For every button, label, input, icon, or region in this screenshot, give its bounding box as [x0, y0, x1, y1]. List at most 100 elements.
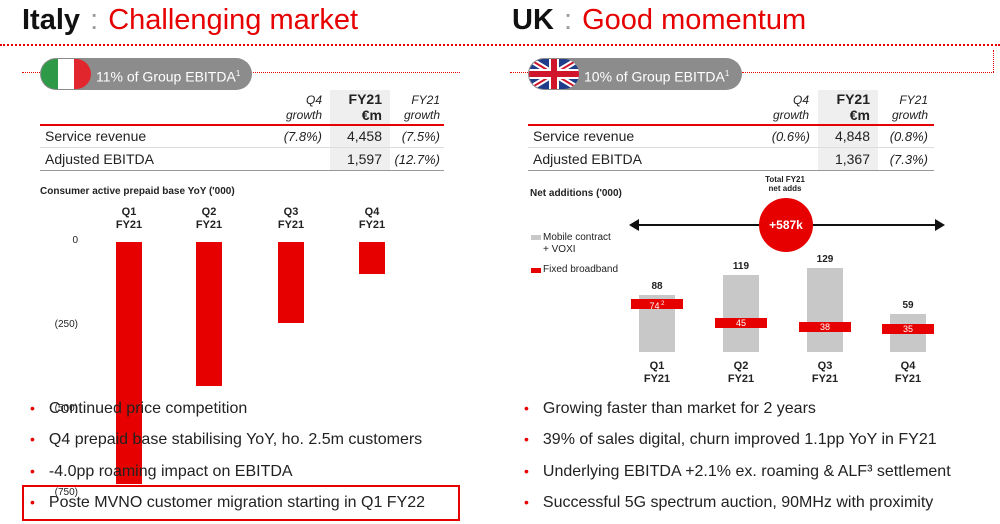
- uk-broadband-value: 45: [735, 317, 746, 328]
- italy-title-subtitle: Challenging market: [108, 4, 359, 36]
- uk-chart-title: Net additions ('000): [530, 188, 622, 199]
- italy-ebitda-pill: 11% of Group EBITDA1: [40, 58, 252, 90]
- italy-row2-fyg: (12.7%): [394, 152, 440, 167]
- legend-mobile: Mobile contract + VOXI: [543, 232, 611, 256]
- italy-row1-q4: (7.8%): [283, 129, 322, 144]
- uk-col-q4: Q4 growth: [757, 93, 809, 123]
- uk-x-label: Q2 FY21: [727, 360, 755, 385]
- italy-x-label: Q2 FY21: [195, 206, 223, 231]
- uk-flag-icon: [529, 59, 579, 89]
- italy-table-divider: [40, 147, 444, 148]
- uk-table-bottom: [528, 170, 934, 171]
- uk-title: UK : Good momentum: [512, 4, 806, 37]
- uk-row1-fyg: (0.8%): [889, 129, 928, 144]
- italy-bullet-1: • Continued price competition: [30, 400, 248, 417]
- italy-flag-icon: [41, 59, 91, 89]
- italy-bar: [278, 242, 304, 323]
- uk-frame-right: [993, 50, 994, 72]
- uk-mobile-bar: [807, 268, 843, 352]
- uk-bullet-1-text: Growing faster than market for 2 years: [542, 400, 816, 417]
- italy-y-tick: (250): [54, 319, 78, 330]
- italy-fy-column-shade: [330, 90, 390, 170]
- arrow-left-icon: [629, 219, 639, 231]
- uk-row2-fyg: (7.3%): [889, 152, 928, 167]
- uk-bullet-4-text: Successful 5G spectrum auction, 90MHz wi…: [542, 494, 934, 511]
- italy-y-tick: (750): [54, 487, 78, 498]
- uk-col-fyg: FY21 growth: [876, 93, 928, 123]
- italy-title: Italy : Challenging market: [22, 4, 358, 37]
- uk-fy-column-shade: [818, 90, 878, 170]
- italy-x-label: Q3 FY21: [277, 206, 305, 231]
- uk-bullet-4: • Successful 5G spectrum auction, 90MHz w…: [524, 494, 934, 511]
- uk-bullet-1: • Growing faster than market for 2 years: [524, 400, 816, 417]
- uk-x-label: Q3 FY21: [811, 360, 839, 385]
- italy-table-rule: [40, 124, 444, 126]
- uk-col-q4-line2: growth: [772, 108, 809, 122]
- italy-row1-label: Service revenue: [45, 128, 147, 144]
- uk-ebitda-pill: 10% of Group EBITDA1: [528, 58, 742, 90]
- uk-bullet-3-text: Underlying EBITDA +2.1% ex. roaming & AL…: [542, 463, 951, 480]
- legend-broadband: Fixed broadband: [543, 264, 619, 275]
- uk-mobile-bar: [723, 274, 759, 352]
- italy-row1-fy: 4,458: [346, 128, 382, 144]
- uk-mobile-value: 119: [732, 260, 750, 272]
- italy-bar: [116, 242, 142, 484]
- uk-col-fyg-line2: growth: [891, 108, 928, 122]
- uk-col-fy-line2: €m: [849, 107, 870, 123]
- italy-table-bottom: [40, 170, 444, 171]
- uk-ebitda-footnote: 1: [724, 69, 730, 78]
- uk-x-label: Q4 FY21: [894, 360, 922, 385]
- uk-mobile-value: 59: [902, 299, 914, 311]
- italy-ebitda-text: 11% of Group EBITDA: [96, 68, 236, 85]
- uk-bullet-2: • 39% of sales digital, churn improved 1.…: [524, 431, 937, 448]
- italy-bullet-3-text: -4.0pp roaming impact on EBITDA: [48, 463, 293, 480]
- uk-table-rule: [528, 124, 934, 126]
- italy-bar: [359, 242, 385, 274]
- italy-col-fyg-line1: FY21: [411, 93, 440, 107]
- italy-x-label: Q4 FY21: [358, 206, 386, 231]
- uk-x-label: Q1 FY21: [643, 360, 671, 385]
- italy-title-country: Italy: [22, 4, 81, 36]
- italy-ebitda-footnote: 1: [235, 69, 241, 78]
- legend-mobile-line1: Mobile contract: [543, 232, 611, 243]
- uk-col-fyg-line1: FY21: [899, 93, 928, 107]
- italy-frame-left: [22, 72, 40, 73]
- uk-broadband-value: 38: [819, 322, 830, 333]
- uk-broadband-marker: [799, 322, 851, 333]
- uk-col-fy-line1: FY21: [836, 91, 870, 107]
- arrow-right-icon: [935, 219, 945, 231]
- italy-chart-title: Consumer active prepaid base YoY ('000): [40, 186, 235, 197]
- uk-total-label-line1: Total FY21: [765, 175, 805, 184]
- italy-bullet-3: • -4.0pp roaming impact on EBITDA: [30, 463, 293, 480]
- italy-col-fyg: FY21 growth: [388, 93, 440, 123]
- uk-mobile-value: 88: [651, 280, 663, 292]
- italy-row2-label: Adjusted EBITDA: [45, 151, 154, 167]
- italy-col-fyg-line2: growth: [403, 108, 440, 122]
- uk-broadband-marker: [631, 298, 683, 309]
- italy-bullet-2-text: Q4 prepaid base stabilising YoY, ho. 2.5…: [48, 431, 423, 448]
- uk-broadband-marker: [882, 324, 934, 335]
- italy-col-fy-line2: €m: [361, 107, 382, 123]
- italy-row2-fy: 1,597: [346, 151, 382, 167]
- uk-col-fy: FY21 €m: [818, 91, 870, 123]
- uk-mobile-value: 129: [816, 254, 834, 265]
- uk-total-bubble: +587k: [759, 198, 813, 252]
- uk-broadband-value: 74 2: [649, 300, 665, 311]
- uk-bullet-2-text: 39% of sales digital, churn improved 1.1…: [542, 431, 937, 448]
- uk-table-divider: [528, 147, 934, 148]
- uk-total-label: Total FY21 net adds: [755, 175, 815, 193]
- uk-title-separator: :: [563, 4, 573, 36]
- uk-frame-top: [742, 72, 994, 73]
- uk-row1-fy: 4,848: [834, 128, 870, 144]
- italy-bullet-2: • Q4 prepaid base stabilising YoY, ho. 2.…: [30, 431, 423, 448]
- uk-title-country: UK: [512, 4, 554, 36]
- uk-row1-label: Service revenue: [533, 128, 635, 144]
- italy-bullet-4-text: Poste MVNO customer migration starting i…: [48, 494, 426, 511]
- legend-swatch-broadband: [531, 268, 541, 273]
- uk-bullet-3: • Underlying EBITDA +2.1% ex. roaming & A…: [524, 463, 951, 480]
- uk-total-label-line2: net adds: [768, 184, 802, 193]
- italy-row1-fyg: (7.5%): [401, 129, 440, 144]
- italy-frame-top: [250, 72, 460, 73]
- italy-y-tick: 0: [72, 235, 78, 246]
- italy-y-tick: (500): [54, 403, 78, 414]
